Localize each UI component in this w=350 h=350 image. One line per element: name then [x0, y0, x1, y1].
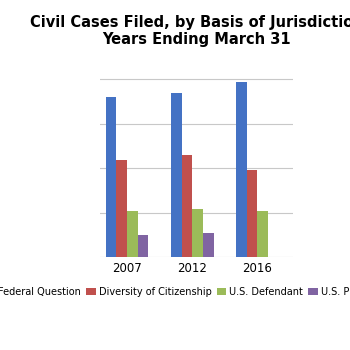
- Bar: [258, 211, 268, 257]
- Legend: Federal Question, Diversity of Citizenship, U.S. Defendant, U.S. Plaintif: Federal Question, Diversity of Citizensh…: [0, 283, 350, 301]
- Bar: [117, 160, 127, 257]
- Bar: [182, 155, 192, 257]
- Bar: [192, 209, 203, 257]
- Bar: [138, 235, 148, 257]
- Bar: [236, 82, 247, 257]
- Title: Civil Cases Filed, by Basis of Jurisdiction
Years Ending March 31: Civil Cases Filed, by Basis of Jurisdict…: [30, 15, 350, 47]
- Bar: [127, 211, 138, 257]
- Bar: [203, 233, 214, 257]
- Bar: [171, 93, 182, 257]
- Bar: [106, 97, 117, 257]
- Bar: [247, 170, 258, 257]
